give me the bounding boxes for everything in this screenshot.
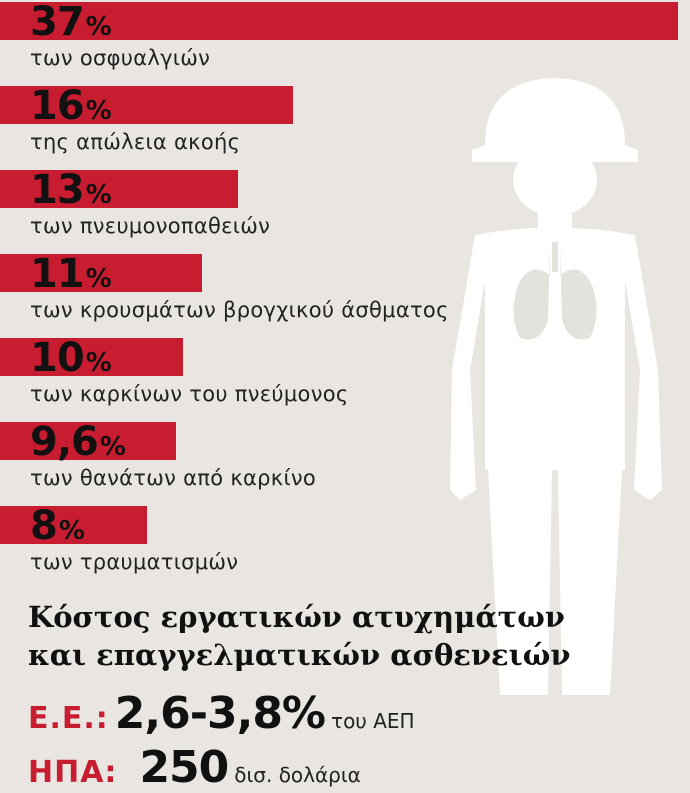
bar-value-label: 16% bbox=[30, 83, 112, 129]
bar bbox=[0, 422, 176, 460]
bar bbox=[0, 506, 147, 544]
bar bbox=[0, 170, 238, 208]
bar-row: 8% των τραυματισμών bbox=[0, 503, 690, 588]
hard-hat-icon bbox=[472, 78, 638, 162]
usa-unit: δισ. δολάρια bbox=[234, 763, 361, 787]
worker-figure-illustration bbox=[450, 78, 662, 695]
eu-cost-line: Ε.Ε.: 2,6-3,8% του ΑΕΠ bbox=[28, 688, 415, 739]
cost-title-line2: και επαγγελματικών ασθενειών bbox=[28, 638, 571, 672]
bar-value-label: 11% bbox=[30, 251, 112, 297]
usa-cost-line: ΗΠΑ: 250 δισ. δολάρια bbox=[28, 742, 361, 793]
cost-title: Κόστος εργατικών ατυχημάτων και επαγγελμ… bbox=[28, 598, 678, 674]
bar bbox=[0, 86, 293, 124]
lungs-icon bbox=[513, 245, 550, 340]
bar-value-label: 10% bbox=[30, 335, 112, 381]
bar-category-label: της απώλεια ακοής bbox=[30, 130, 241, 154]
bar-chart: 37% των οσφυαλγιών 16% της απώλεια ακοής 13%… bbox=[0, 0, 690, 588]
bar-value-label: 37% bbox=[30, 0, 112, 45]
bar-row: 11% των κρουσμάτων βρογχικού άσθματος bbox=[0, 251, 690, 336]
bar-row: 37% των οσφυαλγιών bbox=[0, 0, 690, 84]
bar-row: 13% των πνευμονοπαθειών bbox=[0, 167, 690, 252]
bar-value-label: 8% bbox=[30, 503, 85, 549]
bar bbox=[0, 2, 678, 40]
usa-label: ΗΠΑ: bbox=[28, 755, 118, 790]
bar-row: 16% της απώλεια ακοής bbox=[0, 83, 690, 168]
bar-row: 10% των καρκίνων του πνεύμονος bbox=[0, 335, 690, 420]
bar-value-label: 13% bbox=[30, 167, 112, 213]
usa-value: 250 bbox=[139, 742, 229, 793]
bar-category-label: των καρκίνων του πνεύμονος bbox=[30, 382, 349, 406]
eu-unit: του ΑΕΠ bbox=[331, 709, 415, 733]
bar-category-label: των τραυματισμών bbox=[30, 550, 239, 574]
cost-title-line1: Κόστος εργατικών ατυχημάτων bbox=[28, 600, 565, 634]
head-shape bbox=[513, 144, 597, 216]
bar-category-label: των κρουσμάτων βρογχικού άσθματος bbox=[30, 298, 449, 322]
bar-category-label: των οσφυαλγιών bbox=[30, 46, 211, 70]
bar-value-label: 9,6% bbox=[30, 419, 126, 465]
eu-label: Ε.Ε.: bbox=[28, 701, 109, 736]
bar-category-label: των πνευμονοπαθειών bbox=[30, 214, 271, 238]
bar bbox=[0, 254, 202, 292]
bar-row: 9,6% των θανάτων από καρκίνο bbox=[0, 419, 690, 504]
bar bbox=[0, 338, 183, 376]
torso-shape bbox=[452, 227, 658, 470]
bar-category-label: των θανάτων από καρκίνο bbox=[30, 466, 317, 490]
eu-value: 2,6-3,8% bbox=[114, 688, 326, 739]
